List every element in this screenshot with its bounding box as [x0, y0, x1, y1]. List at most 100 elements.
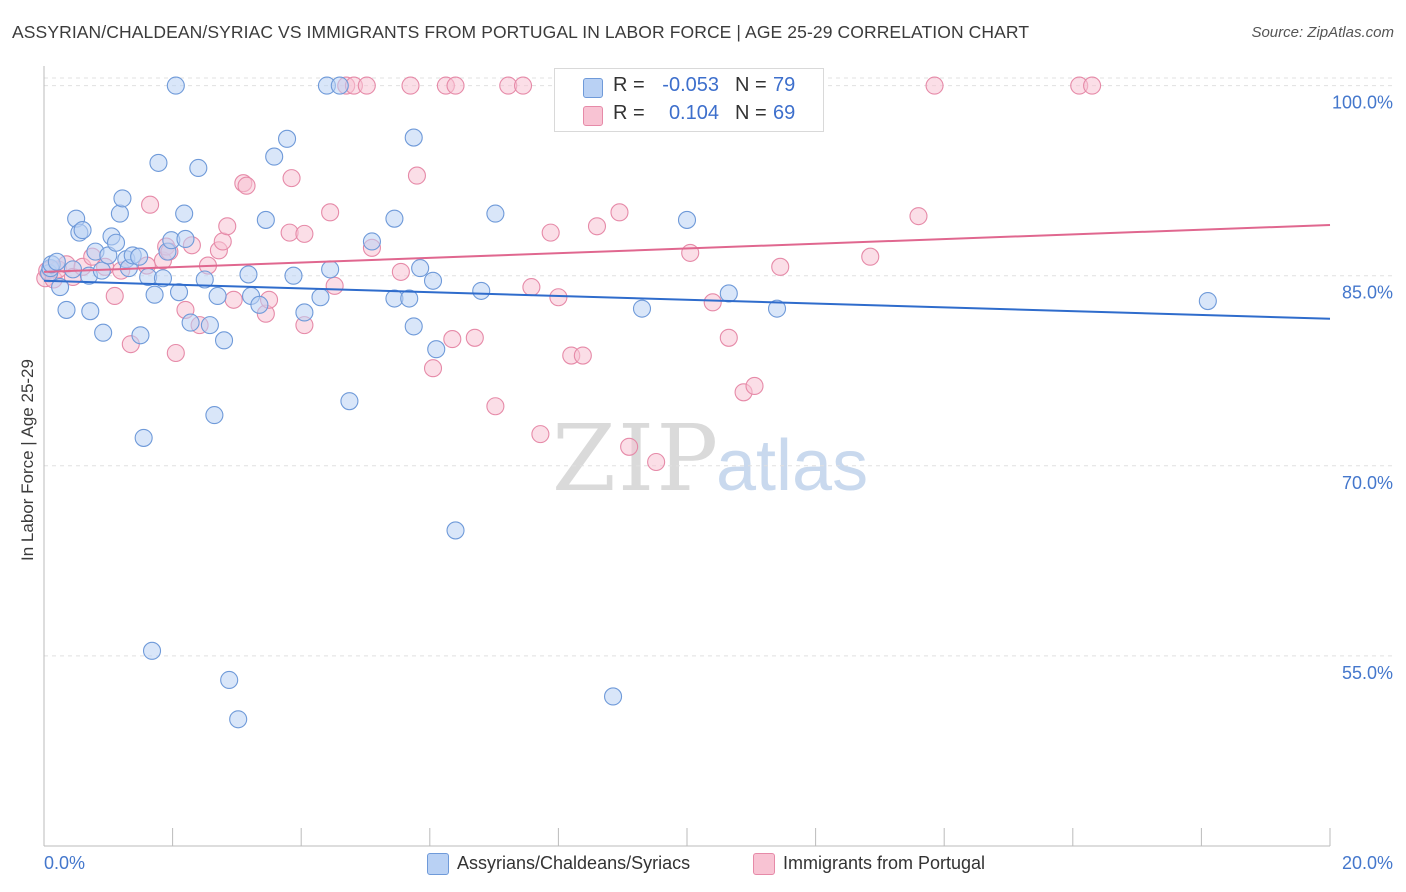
data-point — [321, 203, 340, 222]
data-point — [213, 232, 232, 251]
data-point — [181, 313, 200, 332]
data-point — [295, 303, 314, 322]
data-point — [610, 203, 629, 222]
grid-lines — [44, 77, 1394, 657]
data-point — [176, 229, 195, 249]
data-point — [250, 295, 269, 314]
data-point — [195, 270, 214, 289]
r-value: 0.104 — [668, 102, 719, 124]
trend-lines — [43, 224, 1331, 320]
data-point — [407, 166, 426, 185]
data-point — [703, 293, 722, 312]
data-point — [110, 204, 129, 223]
trend-line — [43, 279, 1331, 320]
data-point — [73, 221, 92, 240]
y-tick-label: 55.0% — [1342, 663, 1393, 683]
data-point — [278, 129, 297, 148]
data-point — [909, 207, 928, 226]
legend-swatch-pink — [583, 106, 603, 126]
data-point — [265, 147, 284, 166]
trend-line — [43, 224, 1331, 273]
data-point — [169, 283, 189, 302]
data-point — [51, 278, 70, 297]
data-point — [200, 316, 219, 335]
series-assyrians-chaldeans-syriacs — [40, 76, 1217, 729]
legend-label: Assyrians/Chaldeans/Syriacs — [457, 853, 691, 873]
data-point — [229, 710, 248, 729]
data-point — [284, 266, 303, 285]
data-point — [142, 641, 162, 660]
x-tick-label: 0.0% — [44, 853, 85, 873]
data-point — [311, 288, 330, 307]
n-value: 69 — [773, 102, 796, 124]
chart-title: ASSYRIAN/CHALDEAN/SYRIAC VS IMMIGRANTS F… — [12, 22, 1030, 42]
data-point — [218, 217, 237, 236]
data-point — [130, 247, 149, 266]
data-point — [771, 257, 790, 276]
legend-swatch-blue — [427, 853, 449, 875]
axes — [43, 66, 1331, 847]
data-point — [632, 299, 652, 318]
data-point — [1198, 291, 1217, 311]
data-point — [925, 76, 944, 95]
data-point — [446, 76, 465, 95]
data-point — [573, 346, 592, 365]
y-tick-label: 85.0% — [1342, 283, 1393, 303]
data-point — [282, 169, 301, 188]
data-point — [340, 392, 359, 411]
data-point — [486, 397, 505, 416]
data-point — [357, 76, 376, 95]
data-point — [145, 285, 164, 304]
legend-item-portugal[interactable]: Immigrants from Portugal — [753, 851, 1033, 877]
correlation-legend: R = -0.053 N = 79 R = 0.104 N = 69 — [554, 68, 824, 132]
data-point — [472, 281, 491, 300]
data-point — [404, 128, 423, 147]
data-point — [620, 437, 639, 456]
data-point — [647, 452, 666, 472]
data-point — [401, 76, 420, 95]
r-value: -0.053 — [662, 74, 719, 96]
data-point — [362, 232, 381, 251]
data-point — [321, 260, 340, 279]
data-point — [134, 428, 153, 447]
data-point — [205, 406, 224, 425]
tick-labels: 55.0% 70.0% 85.0% 100.0% 0.0% 20.0% — [44, 93, 1393, 873]
data-point — [604, 687, 623, 706]
legend-swatch-blue — [583, 78, 603, 98]
data-point — [391, 262, 410, 281]
data-point — [385, 209, 404, 228]
data-point — [486, 204, 505, 223]
data-point — [423, 359, 443, 378]
data-point — [861, 247, 880, 266]
data-point — [677, 210, 697, 229]
data-point — [719, 328, 738, 347]
watermark-zip: ZIP — [552, 405, 721, 512]
data-point — [153, 269, 173, 288]
data-point — [149, 153, 168, 172]
data-point — [224, 290, 243, 309]
data-point — [81, 302, 100, 321]
data-point — [1083, 76, 1102, 95]
data-point — [330, 76, 349, 95]
y-axis-label: In Labor Force | Age 25-29 — [18, 359, 37, 561]
n-label: N = — [735, 102, 767, 124]
data-point — [767, 299, 787, 318]
data-point — [239, 265, 258, 284]
data-point — [443, 330, 462, 349]
data-point — [189, 158, 208, 178]
data-point — [63, 260, 82, 279]
legend-item-assyrians[interactable]: Assyrians/Chaldeans/Syriacs — [427, 851, 727, 877]
data-point — [522, 278, 541, 297]
series-immigrants-from-portugal — [36, 76, 1102, 472]
data-point — [549, 288, 568, 307]
data-point — [113, 189, 132, 208]
y-tick-label: 100.0% — [1332, 93, 1393, 113]
data-point — [400, 289, 419, 308]
data-point — [295, 224, 314, 243]
data-point — [465, 328, 484, 347]
data-point — [175, 204, 194, 223]
data-point — [166, 343, 185, 363]
data-point — [745, 376, 764, 396]
data-point — [411, 259, 430, 278]
